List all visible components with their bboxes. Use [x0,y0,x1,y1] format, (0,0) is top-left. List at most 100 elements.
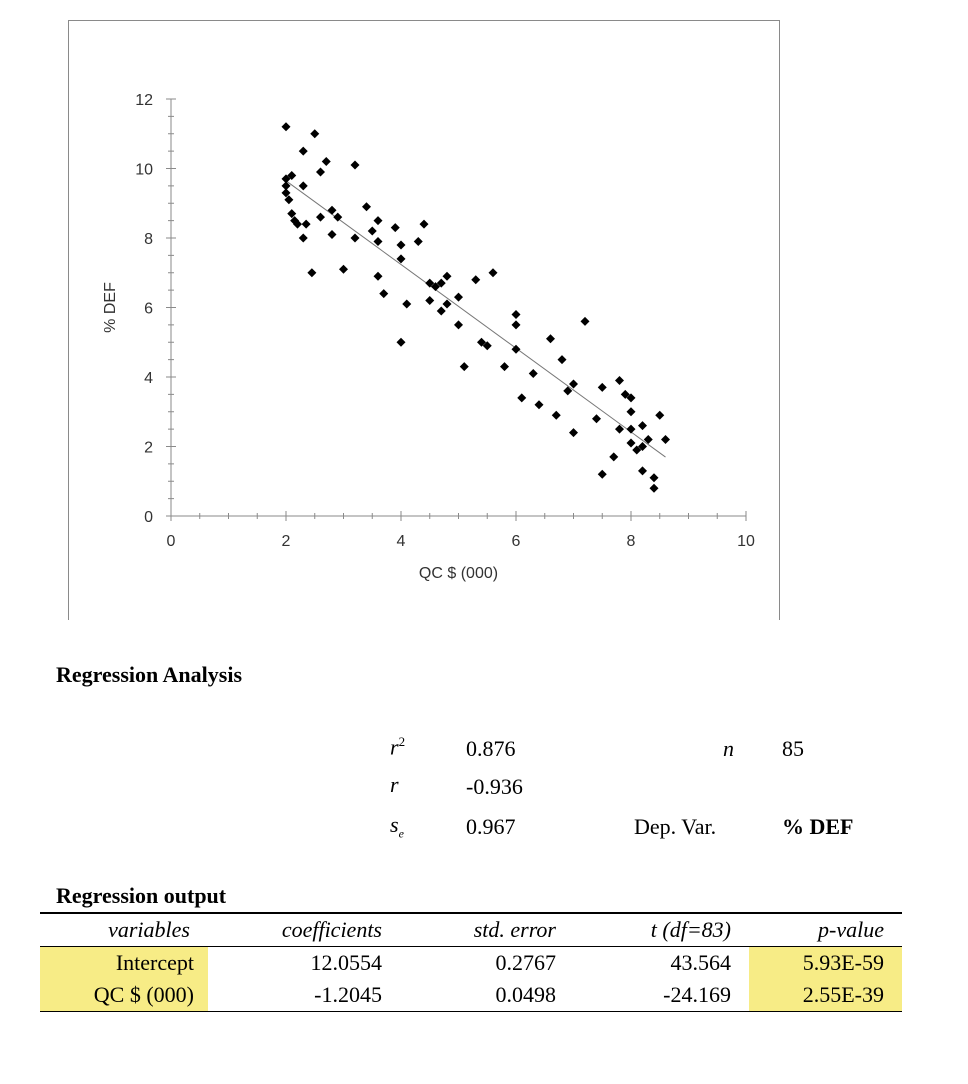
scatter-point [321,157,331,167]
scatter-point [298,146,308,156]
regression-analysis-title: Regression Analysis [56,662,243,687]
scatter-point [298,233,308,243]
scatter-point [511,320,521,330]
scatter-point [580,316,590,326]
x-tick-label: 10 [737,533,755,550]
x-tick-label: 0 [167,533,176,550]
scatter-point [638,466,647,476]
scatter-point [563,386,573,396]
scatter-point [597,382,607,392]
scatter-point [557,355,567,365]
scatter-point [546,334,555,344]
scatter-point [281,181,291,191]
scatter-point [327,230,337,240]
row-p-value: 2.55E-39 [749,979,902,1012]
scatter-point [471,275,481,285]
x-axis-title: QC $ (000) [419,565,498,582]
y-tick-label: 6 [144,301,153,318]
se-value: 0.967 [466,814,516,839]
r-squared-label: r2 [390,734,406,760]
scatter-point [301,219,311,229]
scatter-point [551,410,561,420]
chart-labels: 0 2 4 6 8 10 0 2 4 6 8 10 12 QC $ (000) % DEF [102,92,755,582]
scatter-point [287,209,297,219]
scatter-point [454,292,463,302]
y-tick-label: 12 [135,92,153,109]
scatter-point [373,216,383,226]
scatter-point [293,219,302,229]
scatter-point [534,400,544,410]
scatter-point [517,393,527,403]
scatter-point [362,202,371,212]
scatter-point [649,473,659,483]
y-tick-label: 10 [135,162,153,179]
scatter-point [632,445,642,455]
y-tick-label: 8 [144,231,153,248]
scatter-point [379,289,389,299]
scatter-point [436,306,446,316]
scatter-point [638,421,647,431]
scatter-point [500,362,509,372]
scatter-point [396,240,406,250]
scatter-point [655,410,665,420]
scatter-point [307,268,317,278]
scatter-point [511,344,521,354]
se-label: se [390,812,404,841]
scatter-point [592,414,601,424]
scatter-point [298,181,308,191]
n-value: 85 [782,736,804,761]
scatter-point [620,389,630,399]
scatter-point [626,424,636,434]
scatter-point [373,236,383,246]
y-tick-label: 2 [144,440,153,457]
r-squared-value: 0.876 [466,736,516,761]
chart-axes [166,98,747,521]
regression-output-table: variables coefficients std. error t (df=… [40,912,902,1012]
table-row: QC $ (000) -1.2045 0.0498 -24.169 2.55E-… [40,979,902,1012]
scatter-point [488,268,498,278]
scatter-point [310,129,320,139]
scatter-point [454,320,463,330]
scatter-point [442,271,452,281]
scatter-point [419,219,429,229]
scatter-point [425,296,435,306]
scatter-point [442,299,452,309]
scatter-point [390,223,400,233]
scatter-point [367,226,377,236]
scatter-point [649,483,659,493]
trendline [285,180,666,458]
row-std-error: 0.2767 [495,950,557,975]
dep-var-label: Dep. Var. [634,814,717,839]
row-variable-name: Intercept [40,946,208,979]
row-t-stat: -24.169 [574,979,749,1012]
scatter-point [638,442,647,451]
x-tick-label: 6 [512,533,521,550]
dep-var-value: % DEF [782,814,854,839]
scatter-point [284,195,294,205]
scatter-point [597,469,607,479]
n-label: n [723,736,734,761]
scatter-point [661,435,670,445]
scatter-point [350,160,360,170]
scatter-point [615,375,624,385]
scatter-point [316,212,325,222]
scatter-point [327,205,337,215]
header-t-stat: t (df=83) [574,913,749,947]
row-p-value: 5.93E-59 [749,946,902,979]
scatter-point [615,424,624,434]
scatter-point [609,452,619,462]
scatter-point [643,435,653,445]
scatter-point [436,278,446,288]
scatter-point [425,278,435,288]
header-std-error: std. error [400,913,574,947]
header-variables: variables [40,913,208,947]
scatter-point [431,282,440,292]
scatter-point [333,212,343,222]
row-std-error: 0.0498 [400,979,574,1012]
scatter-point [396,254,406,264]
header-coefficients: coefficients [208,913,400,947]
scatter-point [396,337,406,347]
scatter-point [511,309,521,319]
scatter-point [459,362,469,372]
table-header-row: variables coefficients std. error t (df=… [40,913,902,947]
